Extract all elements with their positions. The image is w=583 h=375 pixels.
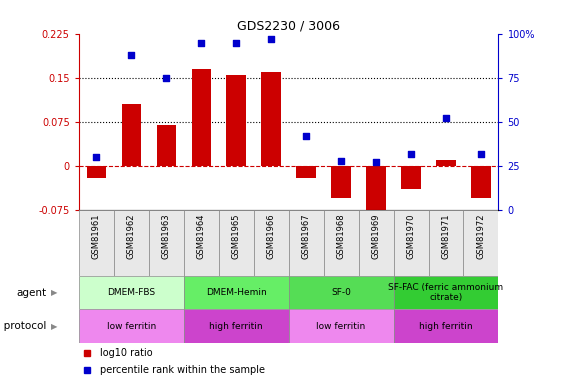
Point [301, 133, 311, 139]
Bar [114, 210, 149, 276]
Point [371, 159, 381, 165]
Bar [261, 72, 280, 166]
Point [127, 52, 136, 58]
Text: GSM81969: GSM81969 [371, 213, 381, 259]
Bar [156, 125, 176, 166]
Bar [394, 276, 498, 309]
Text: GSM81962: GSM81962 [127, 213, 136, 259]
Bar [394, 309, 498, 343]
Text: SF-FAC (ferric ammonium
citrate): SF-FAC (ferric ammonium citrate) [388, 283, 504, 302]
Bar [296, 166, 315, 178]
Point [406, 151, 416, 157]
Bar [79, 309, 184, 343]
Point [476, 151, 486, 157]
Text: low ferritin: low ferritin [317, 322, 366, 331]
Text: GSM81971: GSM81971 [441, 213, 451, 259]
Bar [254, 210, 289, 276]
Text: GSM81966: GSM81966 [266, 213, 276, 259]
Bar [429, 210, 463, 276]
Bar [121, 104, 141, 166]
Text: DMEM-Hemin: DMEM-Hemin [206, 288, 266, 297]
Text: agent: agent [16, 288, 47, 297]
Text: GSM81964: GSM81964 [196, 213, 206, 259]
Text: ▶: ▶ [51, 288, 58, 297]
Bar [289, 309, 394, 343]
Text: SF-0: SF-0 [331, 288, 351, 297]
Point [231, 40, 241, 46]
Bar [331, 166, 350, 198]
Bar [436, 160, 456, 166]
Bar [366, 166, 386, 231]
Bar [191, 69, 210, 166]
Bar [226, 75, 246, 166]
Bar [289, 276, 394, 309]
Text: GSM81963: GSM81963 [161, 213, 171, 259]
Bar [401, 166, 421, 189]
Text: ▶: ▶ [51, 322, 58, 331]
Text: low ferritin: low ferritin [107, 322, 156, 331]
Bar [324, 210, 359, 276]
Text: GSM81970: GSM81970 [406, 213, 416, 259]
Text: high ferritin: high ferritin [419, 322, 473, 331]
Text: GSM81965: GSM81965 [231, 213, 241, 259]
Text: high ferritin: high ferritin [209, 322, 263, 331]
Bar [463, 210, 498, 276]
Bar [79, 276, 184, 309]
Text: GSM81968: GSM81968 [336, 213, 346, 259]
Point [336, 158, 346, 164]
Bar [219, 210, 254, 276]
Bar [471, 166, 490, 198]
Bar [86, 166, 106, 178]
Bar [184, 210, 219, 276]
Bar [184, 276, 289, 309]
Text: GSM81967: GSM81967 [301, 213, 311, 259]
Text: growth protocol: growth protocol [0, 321, 47, 331]
Point [92, 154, 101, 160]
Text: log10 ratio: log10 ratio [100, 348, 152, 358]
Point [266, 36, 276, 42]
Text: percentile rank within the sample: percentile rank within the sample [100, 365, 265, 375]
Bar [149, 210, 184, 276]
Bar [289, 210, 324, 276]
Text: DMEM-FBS: DMEM-FBS [107, 288, 155, 297]
Title: GDS2230 / 3006: GDS2230 / 3006 [237, 20, 340, 33]
Bar [394, 210, 429, 276]
Bar [184, 309, 289, 343]
Bar [359, 210, 394, 276]
Point [196, 40, 206, 46]
Point [161, 75, 171, 81]
Point [441, 116, 451, 122]
Text: GSM81961: GSM81961 [92, 213, 101, 259]
Bar [79, 210, 114, 276]
Text: GSM81972: GSM81972 [476, 213, 486, 259]
